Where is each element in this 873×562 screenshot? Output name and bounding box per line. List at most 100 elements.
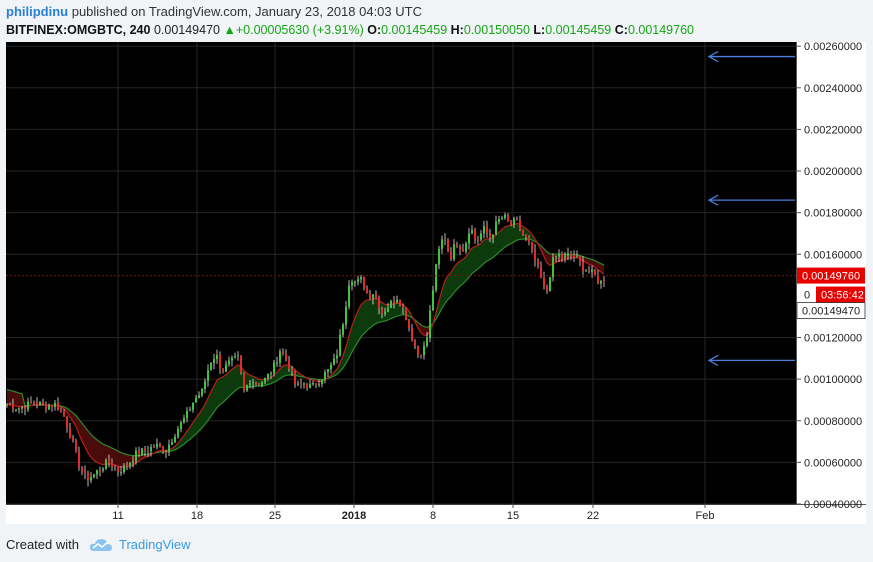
candle-body [570,253,572,255]
candle-body [12,404,14,410]
candle-body [369,293,371,299]
candle-body [291,369,293,371]
candle [486,220,488,238]
candle [573,250,575,262]
candle [540,261,542,279]
arrow-head-icon [707,50,719,63]
candle-body [459,246,461,250]
cloud-segment [601,263,604,274]
candle [45,401,47,413]
candle [51,405,53,412]
candle-body [591,269,593,272]
candle [537,258,539,269]
candle [528,235,530,246]
cloud-segment [448,272,451,300]
candle [354,280,356,287]
candle-body [534,249,536,261]
candle [54,400,56,411]
candle-body [420,354,422,356]
cloud-segment [199,409,202,431]
candle [306,382,308,391]
cloud-segment [181,435,184,447]
candle-body [396,299,398,304]
candle-body [60,410,62,412]
candle [210,362,212,371]
cloud-segment [475,245,478,272]
x-tick-label: Feb [696,510,715,522]
annotation-arrow [707,50,795,63]
cloud-segment [76,415,79,435]
candle-body [282,351,284,354]
cloud-segment [502,226,505,250]
candle-body [501,218,503,220]
candle-body [102,468,104,471]
candle [468,228,470,250]
candle-body [276,362,278,364]
cloud-segment [370,298,373,329]
candle-body [399,299,401,306]
candle-body [192,402,194,410]
candle-body [528,237,530,243]
candle-body [597,275,599,284]
candle [429,305,431,343]
chart-area[interactable]: 0.00260000 0.00240000 0.00220000 0.00200000… [6,42,866,524]
author-link[interactable]: philipdinu [6,4,69,19]
candle-body [114,466,116,468]
candle [144,446,146,457]
candle [69,422,71,439]
cloud-segment [208,391,211,421]
candle-body [540,265,542,278]
candle-body [372,294,374,299]
candle [282,348,284,356]
candle [330,362,332,374]
candle-body [228,360,230,365]
candle [276,356,278,368]
candle-body [471,229,473,234]
y-tick-label: 0.00220000 [804,124,862,136]
price-chart[interactable]: 0.00260000 0.00240000 0.00220000 0.00200000… [6,42,866,524]
candle-body [243,372,245,391]
candle [294,370,296,388]
tradingview-link[interactable]: TradingView [118,537,191,552]
candle [99,466,101,477]
candle [84,465,86,480]
price-badges: 0.00149760 0 03:56:42 0.00149470 [796,267,866,319]
cloud-segment [229,369,232,397]
candle [183,414,185,424]
candle-body [267,374,269,379]
cloud-segment [100,442,103,465]
candle-body [582,262,584,272]
candle [141,447,143,456]
candle-body [558,253,560,257]
cloud-segment [124,453,127,467]
cloud-segment [460,259,463,287]
candle [441,235,443,254]
candle [24,405,26,416]
cloud-segment [457,260,460,290]
candle-body [6,404,8,406]
candle-body [603,280,605,283]
cloud-segment [10,390,13,406]
candle-body [18,408,20,410]
candle-body [93,474,95,478]
candle-body [87,473,89,481]
candle-body [66,416,68,429]
candle [261,381,263,388]
candle-body [105,460,107,469]
candle-body [42,401,44,404]
candle [243,372,245,393]
candle [240,355,242,375]
candle-body [207,370,209,382]
candle [72,434,74,443]
candle [288,356,290,372]
candle [393,296,395,309]
close-label: C: [614,23,628,37]
candle-body [225,364,227,372]
partial-axis-label: 0 [804,290,810,302]
candle [507,213,509,222]
candle [435,263,437,293]
cloud-segment [490,237,493,260]
cloud-segment [466,252,469,281]
candle [168,439,170,457]
candle-body [84,471,86,474]
